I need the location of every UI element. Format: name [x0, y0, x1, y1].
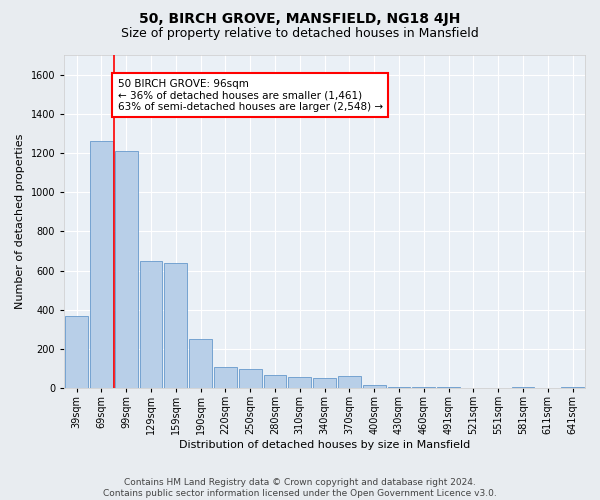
Bar: [239, 368, 262, 388]
Bar: [313, 378, 336, 388]
Text: 50 BIRCH GROVE: 96sqm
← 36% of detached houses are smaller (1,461)
63% of semi-d: 50 BIRCH GROVE: 96sqm ← 36% of detached …: [118, 78, 383, 112]
Text: Contains HM Land Registry data © Crown copyright and database right 2024.
Contai: Contains HM Land Registry data © Crown c…: [103, 478, 497, 498]
X-axis label: Distribution of detached houses by size in Mansfield: Distribution of detached houses by size …: [179, 440, 470, 450]
Bar: [189, 339, 212, 388]
Bar: [512, 387, 535, 388]
Bar: [437, 387, 460, 388]
Text: 50, BIRCH GROVE, MANSFIELD, NG18 4JH: 50, BIRCH GROVE, MANSFIELD, NG18 4JH: [139, 12, 461, 26]
Bar: [90, 141, 113, 388]
Bar: [561, 387, 584, 388]
Bar: [412, 387, 435, 388]
Bar: [263, 376, 286, 388]
Bar: [363, 385, 386, 388]
Bar: [115, 151, 137, 388]
Text: Size of property relative to detached houses in Mansfield: Size of property relative to detached ho…: [121, 28, 479, 40]
Bar: [164, 262, 187, 388]
Bar: [65, 316, 88, 388]
Bar: [214, 366, 237, 388]
Bar: [388, 387, 410, 388]
Y-axis label: Number of detached properties: Number of detached properties: [15, 134, 25, 309]
Bar: [140, 261, 163, 388]
Bar: [338, 376, 361, 388]
Bar: [289, 378, 311, 388]
